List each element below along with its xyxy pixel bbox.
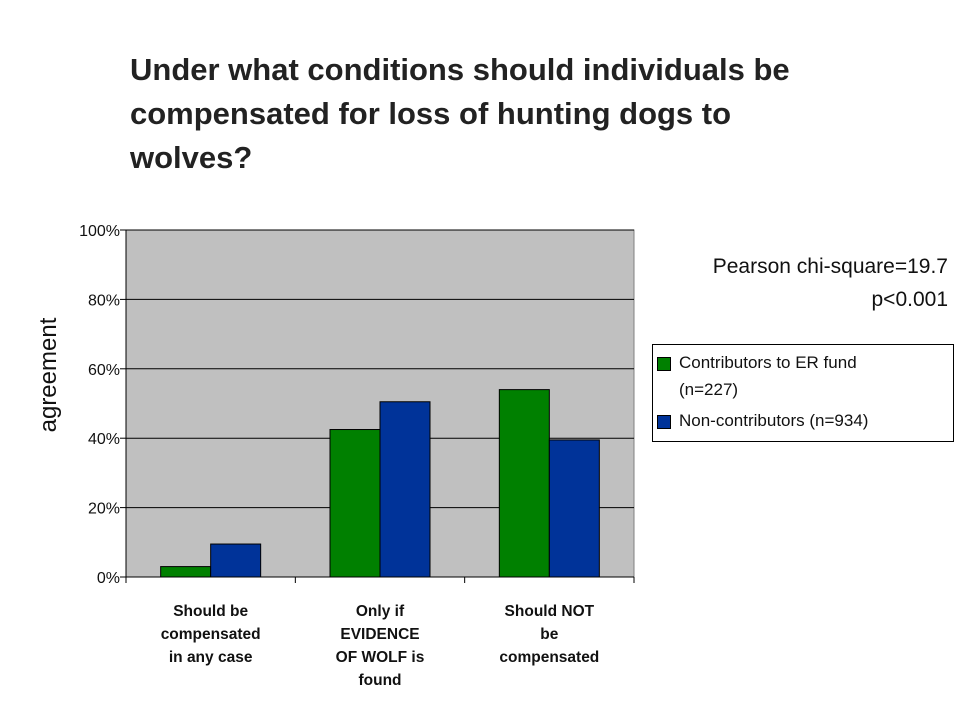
title-line: compensated for loss of hunting dogs to [130,96,732,131]
title-line: Under what conditions should individuals… [130,52,790,87]
x-category-label: Should be compensated in any case [160,603,261,666]
bar-contributors [498,389,550,578]
y-tick-label: 20% [88,501,120,518]
y-tick-label: 60% [88,362,120,379]
legend: Contributors to ER fund (n=227) Non-cont… [652,344,954,442]
legend-label-contributors: Contributors to ER fund (n=227) [679,353,857,399]
x-category-label: Should NOT be compensated [499,603,600,666]
p-value-text: p<0.001 [871,288,949,311]
y-tick-label: 80% [88,292,120,309]
legend-swatch-contributors [657,357,671,371]
legend-item-contributors: Contributors to ER fund (n=227) [657,353,949,403]
legend-swatch-non-contributors [657,415,671,429]
y-tick-label: 100% [79,223,120,240]
chart-title: Under what conditions should individuals… [130,48,930,180]
legend-label-non-contributors: Non-contributors (n=934) [679,411,869,430]
x-category-label: Only if EVIDENCE OF WOLF is found [335,603,425,689]
statistics-annotation: Pearson chi-square=19.7 p<0.001 [713,250,948,316]
y-tick-label: 0% [97,570,120,587]
legend-item-non-contributors: Non-contributors (n=934) [657,411,949,434]
bar-contributors [160,566,212,578]
y-tick-label: 40% [88,431,120,448]
bar-contributors [329,429,381,578]
chi-square-text: Pearson chi-square=19.7 [712,255,948,278]
bar-non-contributors [548,439,600,578]
bar-non-contributors [210,543,262,578]
title-line: wolves? [130,140,253,175]
bar-non-contributors [379,401,431,578]
